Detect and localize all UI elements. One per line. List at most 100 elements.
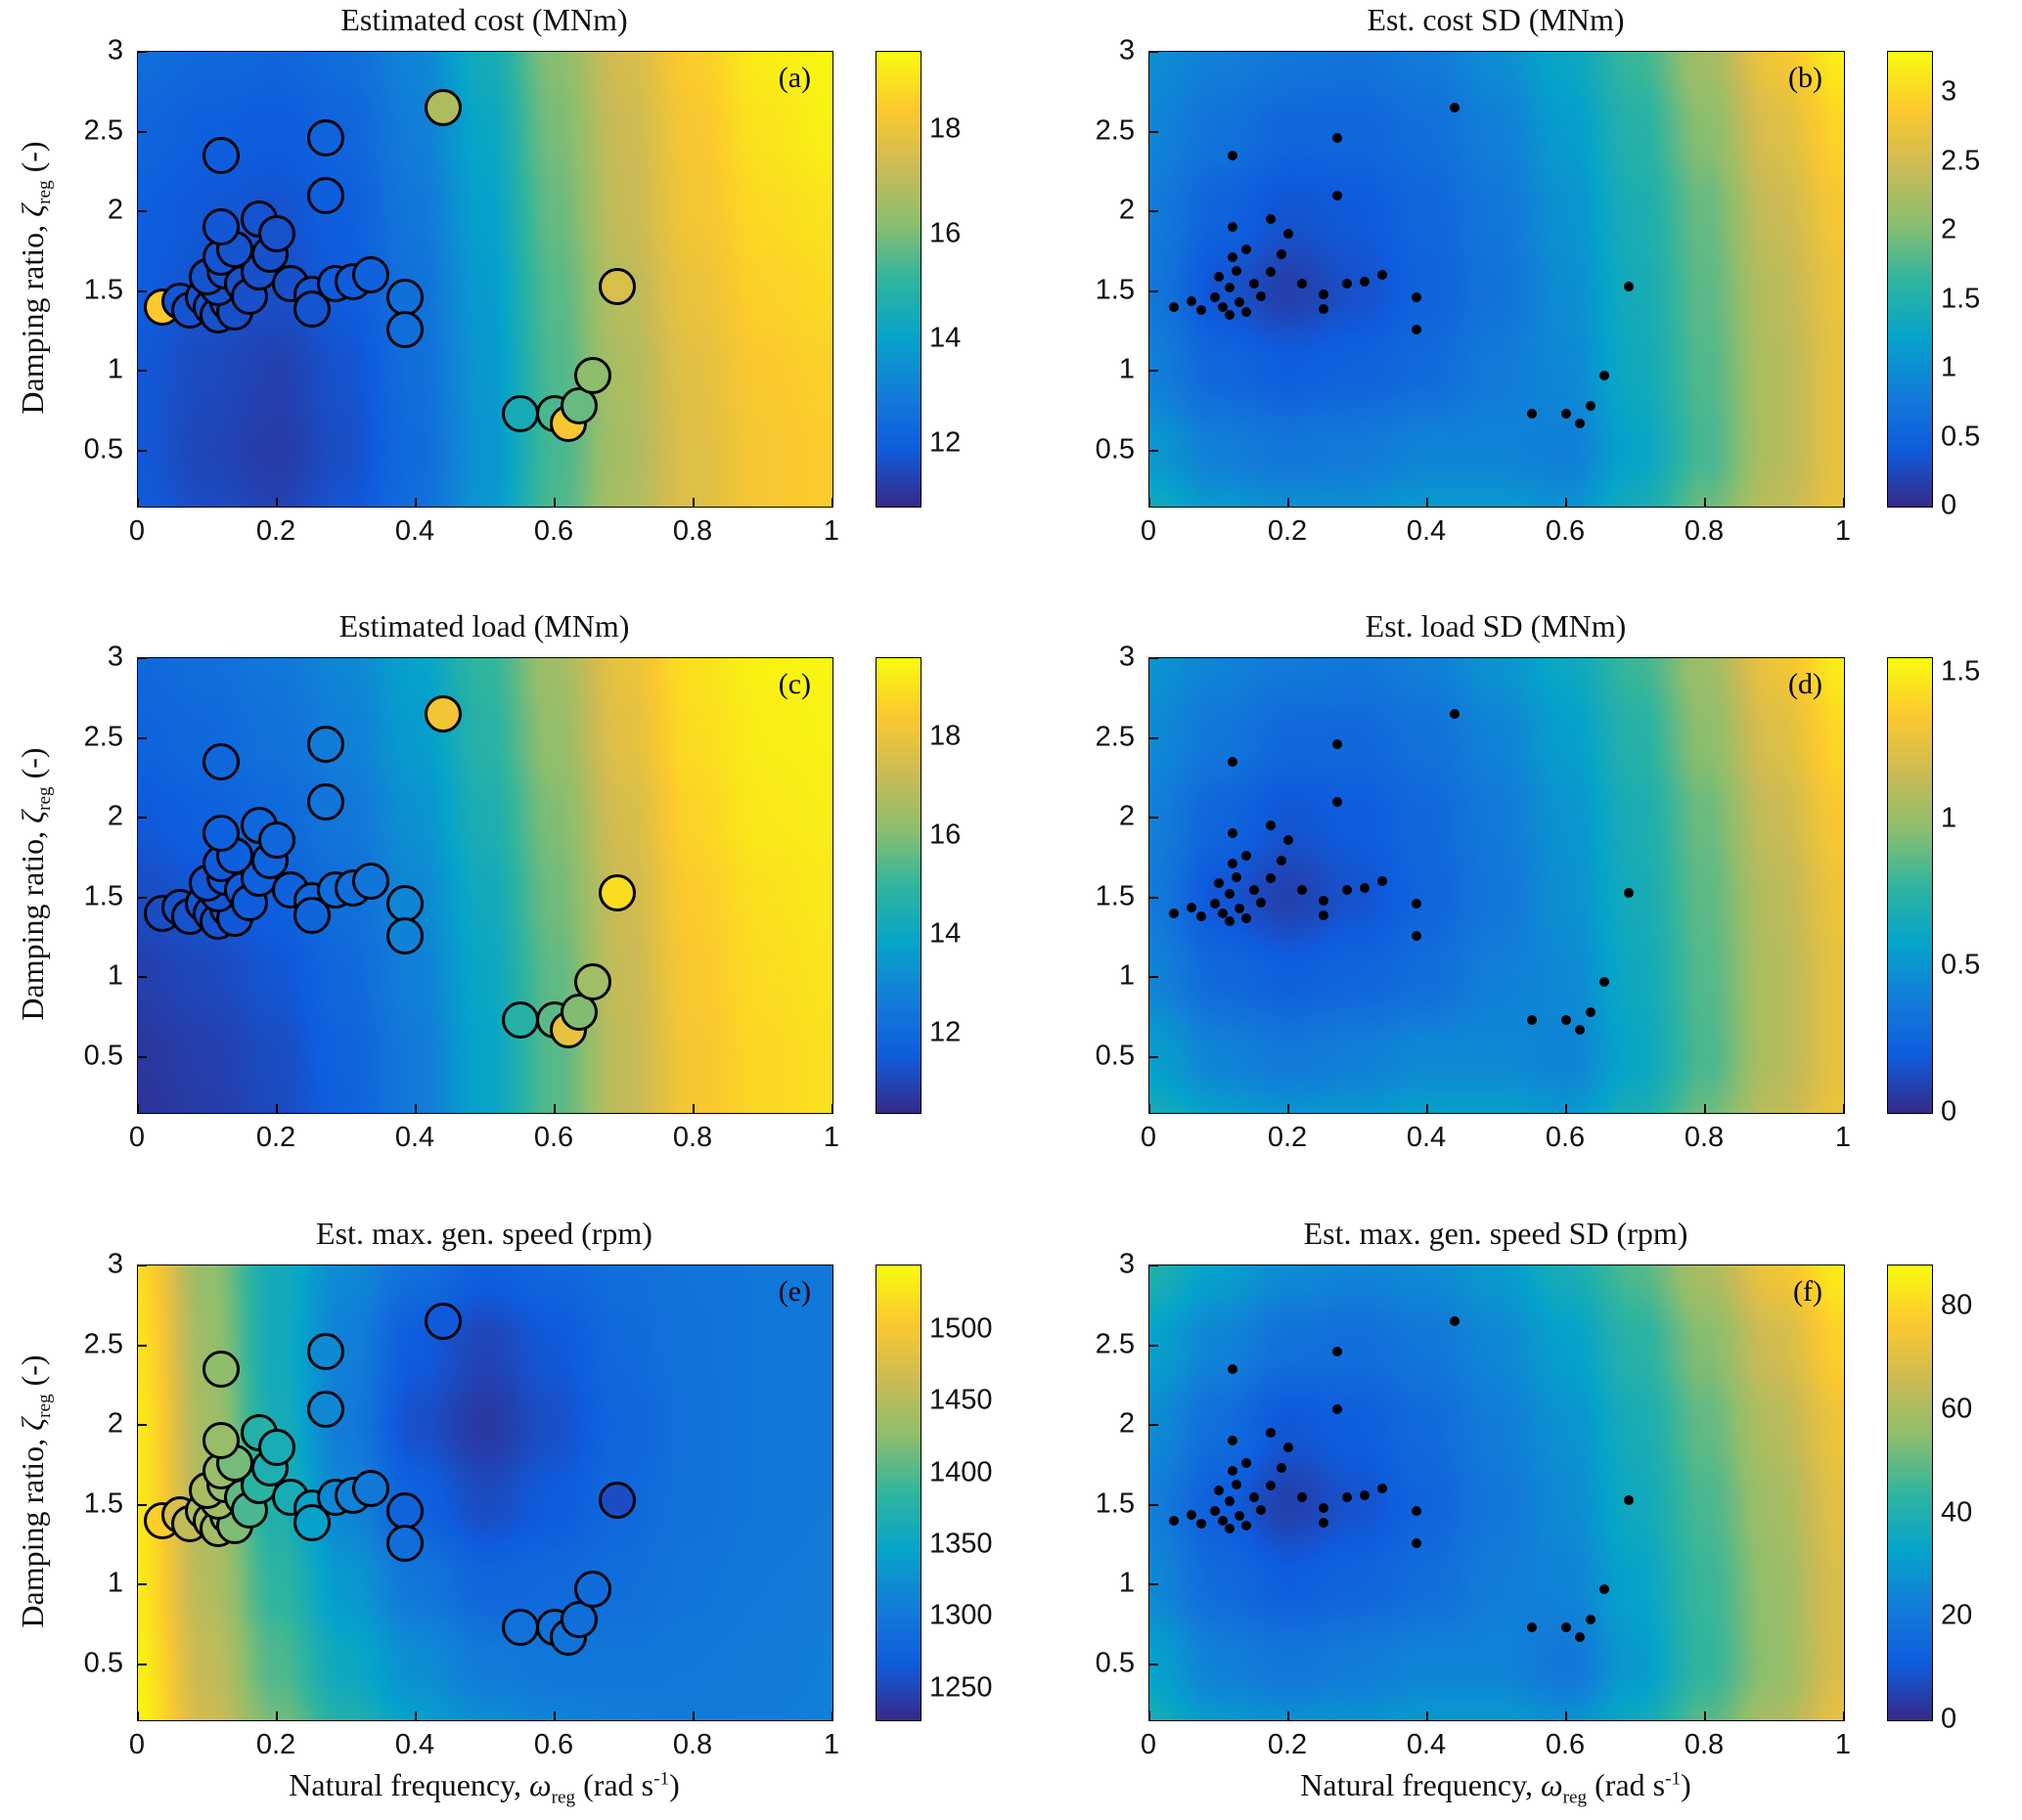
- data-point: [1241, 912, 1252, 923]
- omega-symbol: ω: [1541, 1767, 1563, 1802]
- colorbar-tick-label: 1250: [929, 1671, 993, 1704]
- data-point: [202, 743, 241, 781]
- data-point: [1331, 739, 1342, 750]
- data-point: [1196, 305, 1207, 316]
- x-tick-mark: [1565, 1711, 1567, 1720]
- zeta-symbol: ζ: [14, 203, 50, 217]
- data-point: [501, 1609, 539, 1647]
- data-point: [1283, 1443, 1293, 1452]
- panel-title: Est. max. gen. speed (rpm): [316, 1216, 652, 1251]
- colorbar-tick-label: 0: [1941, 1095, 1957, 1128]
- x-tick-label: 0.6: [1545, 1729, 1586, 1760]
- data-point: [386, 1524, 425, 1562]
- x-label-exponent: -1: [653, 1768, 670, 1790]
- x-tick-label: 0: [1140, 515, 1157, 547]
- colorbar-tick-label: 3: [1941, 75, 1957, 108]
- x-label-close: ): [669, 1767, 680, 1802]
- colorbar-tick-label: 1350: [929, 1528, 993, 1560]
- x-tick-mark: [1149, 1104, 1150, 1113]
- data-point: [1266, 214, 1277, 225]
- colorbar-tick-label: 20: [1941, 1599, 1973, 1631]
- data-point: [1255, 1504, 1266, 1515]
- data-point: [1331, 133, 1342, 144]
- y-tick-label: 0.5: [1095, 433, 1135, 466]
- y-tick-mark: [1149, 658, 1158, 659]
- data-point: [1318, 896, 1328, 906]
- x-tick-mark: [831, 1104, 832, 1113]
- y-tick-mark: [1149, 1424, 1158, 1427]
- heatmap-canvas: [1149, 1265, 1844, 1720]
- data-point: [1224, 283, 1235, 293]
- data-point: [306, 119, 344, 157]
- x-tick-label: 1: [1834, 515, 1852, 547]
- y-tick-label: 2.5: [1095, 114, 1135, 147]
- data-point: [1255, 290, 1266, 301]
- data-point: [292, 1503, 331, 1541]
- x-tick-mark: [831, 498, 832, 507]
- y-tick-mark: [1149, 52, 1158, 53]
- data-point: [1585, 1615, 1595, 1625]
- data-point: [1231, 871, 1241, 882]
- data-point: [1318, 910, 1328, 920]
- y-label-text: Damping ratio,: [14, 216, 50, 415]
- colorbar-tick-label: 1: [1941, 351, 1957, 383]
- data-point: [1255, 897, 1266, 908]
- x-tick-label: 0.8: [1684, 515, 1725, 547]
- data-point: [306, 1390, 344, 1428]
- x-tick-mark: [415, 498, 417, 507]
- data-point: [1575, 1025, 1586, 1036]
- data-point: [1331, 1347, 1342, 1357]
- colorbar-tick-label: 0.5: [1941, 421, 1981, 453]
- data-point: [1412, 324, 1422, 334]
- data-point: [202, 208, 241, 246]
- data-point: [1360, 882, 1370, 893]
- x-tick-mark: [138, 1711, 139, 1720]
- y-tick-mark: [138, 1424, 147, 1427]
- data-point: [1318, 1517, 1328, 1528]
- x-tick-label: 0: [1140, 1729, 1157, 1760]
- data-point: [1376, 270, 1387, 281]
- data-point: [386, 310, 425, 348]
- x-tick-label: 0.4: [394, 1729, 435, 1760]
- data-point: [1526, 1622, 1537, 1633]
- colorbar-tick-label: 1.5: [1941, 655, 1981, 688]
- data-point: [1575, 1632, 1586, 1643]
- data-point: [1241, 244, 1252, 255]
- data-point: [1561, 409, 1571, 420]
- x-tick-label: 0.8: [672, 1122, 713, 1153]
- data-point: [1248, 1491, 1259, 1502]
- data-point: [1585, 1007, 1595, 1018]
- x-tick-label: 0: [1140, 1122, 1157, 1153]
- x-tick-mark: [276, 1104, 278, 1113]
- y-tick-mark: [138, 370, 147, 373]
- data-point: [1283, 835, 1293, 845]
- colorbar-tick-label: 12: [929, 1016, 962, 1048]
- y-tick-mark: [138, 1663, 147, 1665]
- data-point: [1575, 419, 1586, 429]
- data-point: [1186, 902, 1196, 912]
- data-point: [1412, 930, 1422, 941]
- y-tick-mark: [138, 210, 147, 213]
- data-point: [1360, 1489, 1370, 1500]
- data-point: [1210, 899, 1221, 910]
- y-tick-label: 2.5: [1095, 1328, 1135, 1360]
- y-label-subscript: reg: [34, 1394, 56, 1418]
- data-point: [1412, 899, 1422, 910]
- y-tick-label: 0.5: [83, 1647, 123, 1679]
- x-tick-label: 0.6: [1545, 515, 1586, 547]
- data-point: [1196, 1519, 1207, 1530]
- data-point: [1297, 278, 1308, 289]
- y-tick-mark: [138, 130, 147, 133]
- data-point: [1276, 856, 1286, 866]
- data-point: [1224, 310, 1235, 321]
- x-label-units: (rad s: [575, 1767, 654, 1802]
- data-point: [1196, 911, 1207, 922]
- data-point: [501, 395, 539, 433]
- x-label-text: Natural frequency,: [1300, 1767, 1542, 1802]
- y-tick-mark: [138, 658, 147, 659]
- y-tick-label: 1.5: [1095, 274, 1135, 306]
- scatter-layer: [138, 1265, 832, 1720]
- colorbar-tick-label: 2: [1941, 213, 1957, 245]
- data-point: [202, 1422, 241, 1460]
